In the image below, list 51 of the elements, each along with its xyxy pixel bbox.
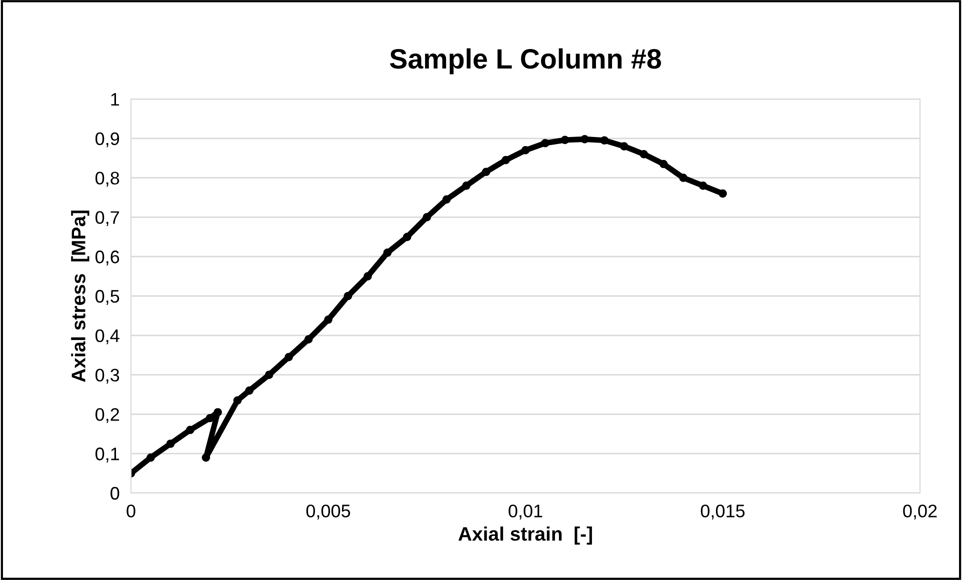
point — [233, 396, 242, 405]
point — [324, 315, 332, 324]
point — [502, 156, 510, 164]
chart-title: Sample L Column #8 — [390, 48, 662, 74]
x-tick-label: 0,005 — [306, 504, 350, 520]
y-tick-label: 1 — [111, 93, 120, 106]
point — [304, 335, 313, 344]
y-tick-label: 0,3 — [95, 368, 120, 384]
point — [186, 426, 194, 434]
point — [679, 174, 688, 182]
point — [344, 292, 352, 300]
point — [364, 272, 372, 280]
point — [146, 453, 155, 462]
y-tick-label: 0,6 — [95, 250, 120, 266]
y-tick-label: 0,9 — [95, 132, 120, 148]
point — [659, 160, 668, 168]
point — [580, 135, 589, 144]
y-tick-label: 0 — [110, 486, 120, 500]
point — [521, 146, 530, 154]
point — [383, 248, 392, 257]
point — [206, 414, 214, 422]
point — [462, 182, 470, 190]
point — [264, 370, 274, 379]
y-tick-label: 0,7 — [95, 211, 119, 226]
y-axis-title: Axial stress [MPa] — [71, 210, 90, 382]
point — [560, 136, 570, 144]
point — [422, 213, 432, 222]
x-tick-label: 0,015 — [700, 504, 745, 520]
y-tick-label: 0,1 — [95, 448, 120, 462]
point — [600, 136, 609, 145]
y-tick-label: 0,4 — [95, 329, 120, 344]
x-tick-label: 0 — [126, 504, 136, 518]
point — [214, 408, 222, 416]
point — [245, 386, 254, 395]
y-tick-label: 0,5 — [95, 290, 120, 305]
x-tick-label: 0,01 — [508, 504, 542, 520]
point — [202, 453, 210, 462]
point — [698, 182, 708, 190]
point — [442, 195, 451, 204]
point — [640, 150, 648, 158]
x-axis-title: Axial strain [-] — [458, 526, 592, 545]
point — [620, 142, 628, 150]
point — [482, 168, 490, 176]
point — [718, 189, 727, 198]
x-tick-label: 0,02 — [903, 504, 937, 520]
y-tick-label: 0,8 — [95, 172, 120, 187]
point — [166, 440, 175, 448]
point — [284, 352, 293, 362]
point — [402, 232, 412, 242]
y-tick-label: 0,2 — [95, 408, 119, 424]
point — [541, 138, 550, 148]
